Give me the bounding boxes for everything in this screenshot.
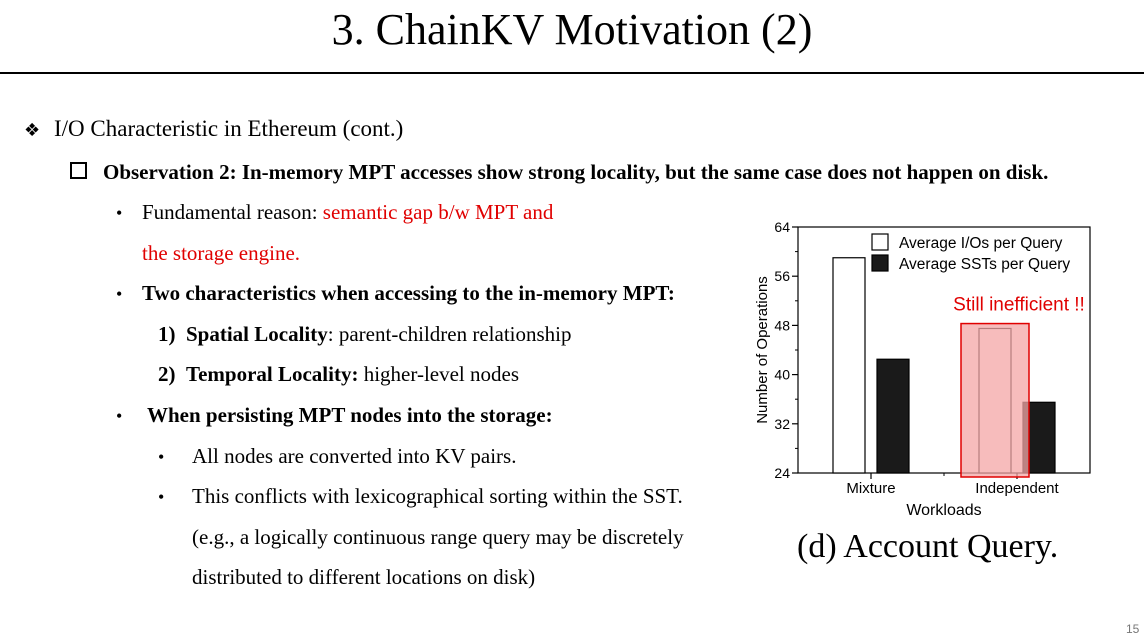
section-heading-text: I/O Characteristic in Ethereum (cont.) [54, 116, 404, 141]
sub-bullet-continuation-1: (e.g., a logically continuous range quer… [192, 525, 684, 549]
item1-bold: Spatial Locality [186, 322, 328, 346]
sub-bullet-kv-pairs: All nodes are converted into KV pairs. [192, 444, 517, 468]
y-tick-label: 64 [774, 219, 790, 235]
observation-line: Observation 2: In-memory MPT accesses sh… [70, 160, 1048, 185]
diamond-bullet-icon: ❖ [24, 120, 41, 141]
highlight-box [960, 322, 1030, 478]
fundamental-reason-label: Fundamental reason: [142, 200, 323, 224]
item1-rest: : parent-children relationship [327, 322, 572, 346]
y-tick-label: 32 [774, 416, 790, 432]
y-tick-label: 48 [774, 317, 790, 333]
item1-number: 1) [158, 322, 176, 346]
bullet-dot-icon: • [158, 487, 165, 507]
bar-mixture-series2 [876, 358, 910, 474]
item2-number: 2) [158, 362, 176, 386]
chart-caption: (d) Account Query. [797, 528, 1059, 565]
spatial-locality-item: 1) Spatial Locality: parent-children rel… [158, 322, 572, 347]
bullet-dot-icon: • [116, 203, 123, 223]
legend: Average I/Os per Query Average SSTs per Q… [871, 233, 1070, 273]
account-query-chart: 24 32 40 48 56 64 Mixture Independent Still in… [754, 219, 1091, 519]
sub-bullet-continuation-2: distributed to different locations on di… [192, 565, 536, 589]
bullet-dot-icon: • [116, 406, 123, 426]
fundamental-reason-red-2: the storage engine. [142, 241, 301, 265]
section-heading: ❖ I/O Characteristic in Ethereum (cont.) [24, 116, 403, 142]
x-tick-label: Independent [975, 480, 1059, 497]
square-bullet-icon [70, 162, 87, 179]
bar-mixture-series1 [832, 257, 866, 474]
annotation-text: Still inefficient !! [953, 295, 1085, 316]
bullet-dot-icon: • [116, 284, 123, 304]
slide-title: 3. ChainKV Motivation (2) [331, 5, 813, 54]
y-tick-label: 56 [774, 268, 790, 284]
y-tick-label: 24 [774, 465, 790, 481]
item2-rest: higher-level nodes [358, 362, 519, 386]
x-tick-label: Mixture [846, 480, 895, 497]
persisting-heading: When persisting MPT nodes into the stora… [147, 403, 553, 427]
title-divider [0, 72, 1144, 74]
legend-swatch-2 [871, 254, 889, 272]
two-characteristics: Two characteristics when accessing to th… [142, 281, 675, 305]
temporal-locality-item: 2) Temporal Locality: higher-level nodes [158, 362, 519, 387]
item2-bold: Temporal Locality: [186, 362, 359, 386]
y-tick-label: 40 [774, 367, 790, 383]
page-number: 15 [1126, 622, 1140, 636]
observation-text: Observation 2: In-memory MPT accesses sh… [103, 160, 1049, 184]
legend-label-2: Average SSTs per Query [899, 256, 1070, 273]
fundamental-reason: Fundamental reason: semantic gap b/w MPT… [142, 200, 553, 225]
fundamental-reason-red-1: semantic gap b/w MPT and [322, 200, 554, 224]
bullet-dot-icon: • [158, 447, 165, 467]
sub-bullet-lexicographic: This conflicts with lexicographical sort… [192, 484, 683, 508]
y-axis-label: Number of Operations [754, 276, 771, 424]
legend-swatch-1 [871, 233, 889, 251]
legend-label-1: Average I/Os per Query [899, 235, 1063, 252]
x-axis: Mixture Independent [846, 473, 1060, 497]
y-axis: 24 32 40 48 56 64 [774, 219, 798, 481]
x-axis-label: Workloads [906, 502, 981, 519]
